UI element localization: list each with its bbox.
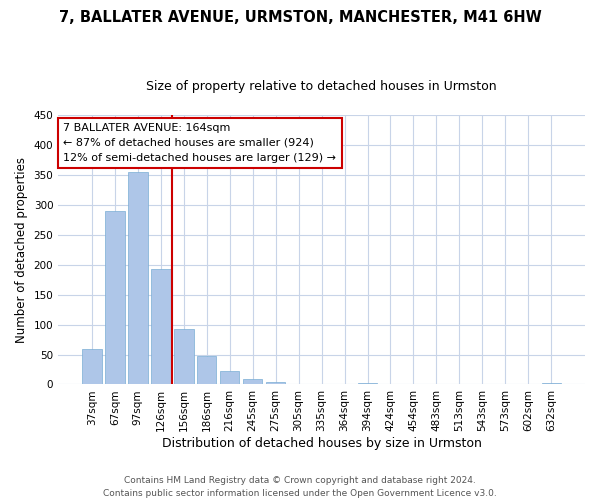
X-axis label: Distribution of detached houses by size in Urmston: Distribution of detached houses by size … xyxy=(161,437,482,450)
Bar xyxy=(266,382,286,384)
Bar xyxy=(220,372,239,384)
Bar xyxy=(197,356,217,384)
Bar xyxy=(243,379,262,384)
Bar xyxy=(151,269,170,384)
Bar xyxy=(105,211,125,384)
Bar xyxy=(174,330,194,384)
Text: Contains HM Land Registry data © Crown copyright and database right 2024.
Contai: Contains HM Land Registry data © Crown c… xyxy=(103,476,497,498)
Bar xyxy=(128,172,148,384)
Bar xyxy=(82,349,101,384)
Title: Size of property relative to detached houses in Urmston: Size of property relative to detached ho… xyxy=(146,80,497,93)
Y-axis label: Number of detached properties: Number of detached properties xyxy=(15,156,28,342)
Bar xyxy=(542,382,561,384)
Text: 7, BALLATER AVENUE, URMSTON, MANCHESTER, M41 6HW: 7, BALLATER AVENUE, URMSTON, MANCHESTER,… xyxy=(59,10,541,25)
Text: 7 BALLATER AVENUE: 164sqm
← 87% of detached houses are smaller (924)
12% of semi: 7 BALLATER AVENUE: 164sqm ← 87% of detac… xyxy=(64,123,337,162)
